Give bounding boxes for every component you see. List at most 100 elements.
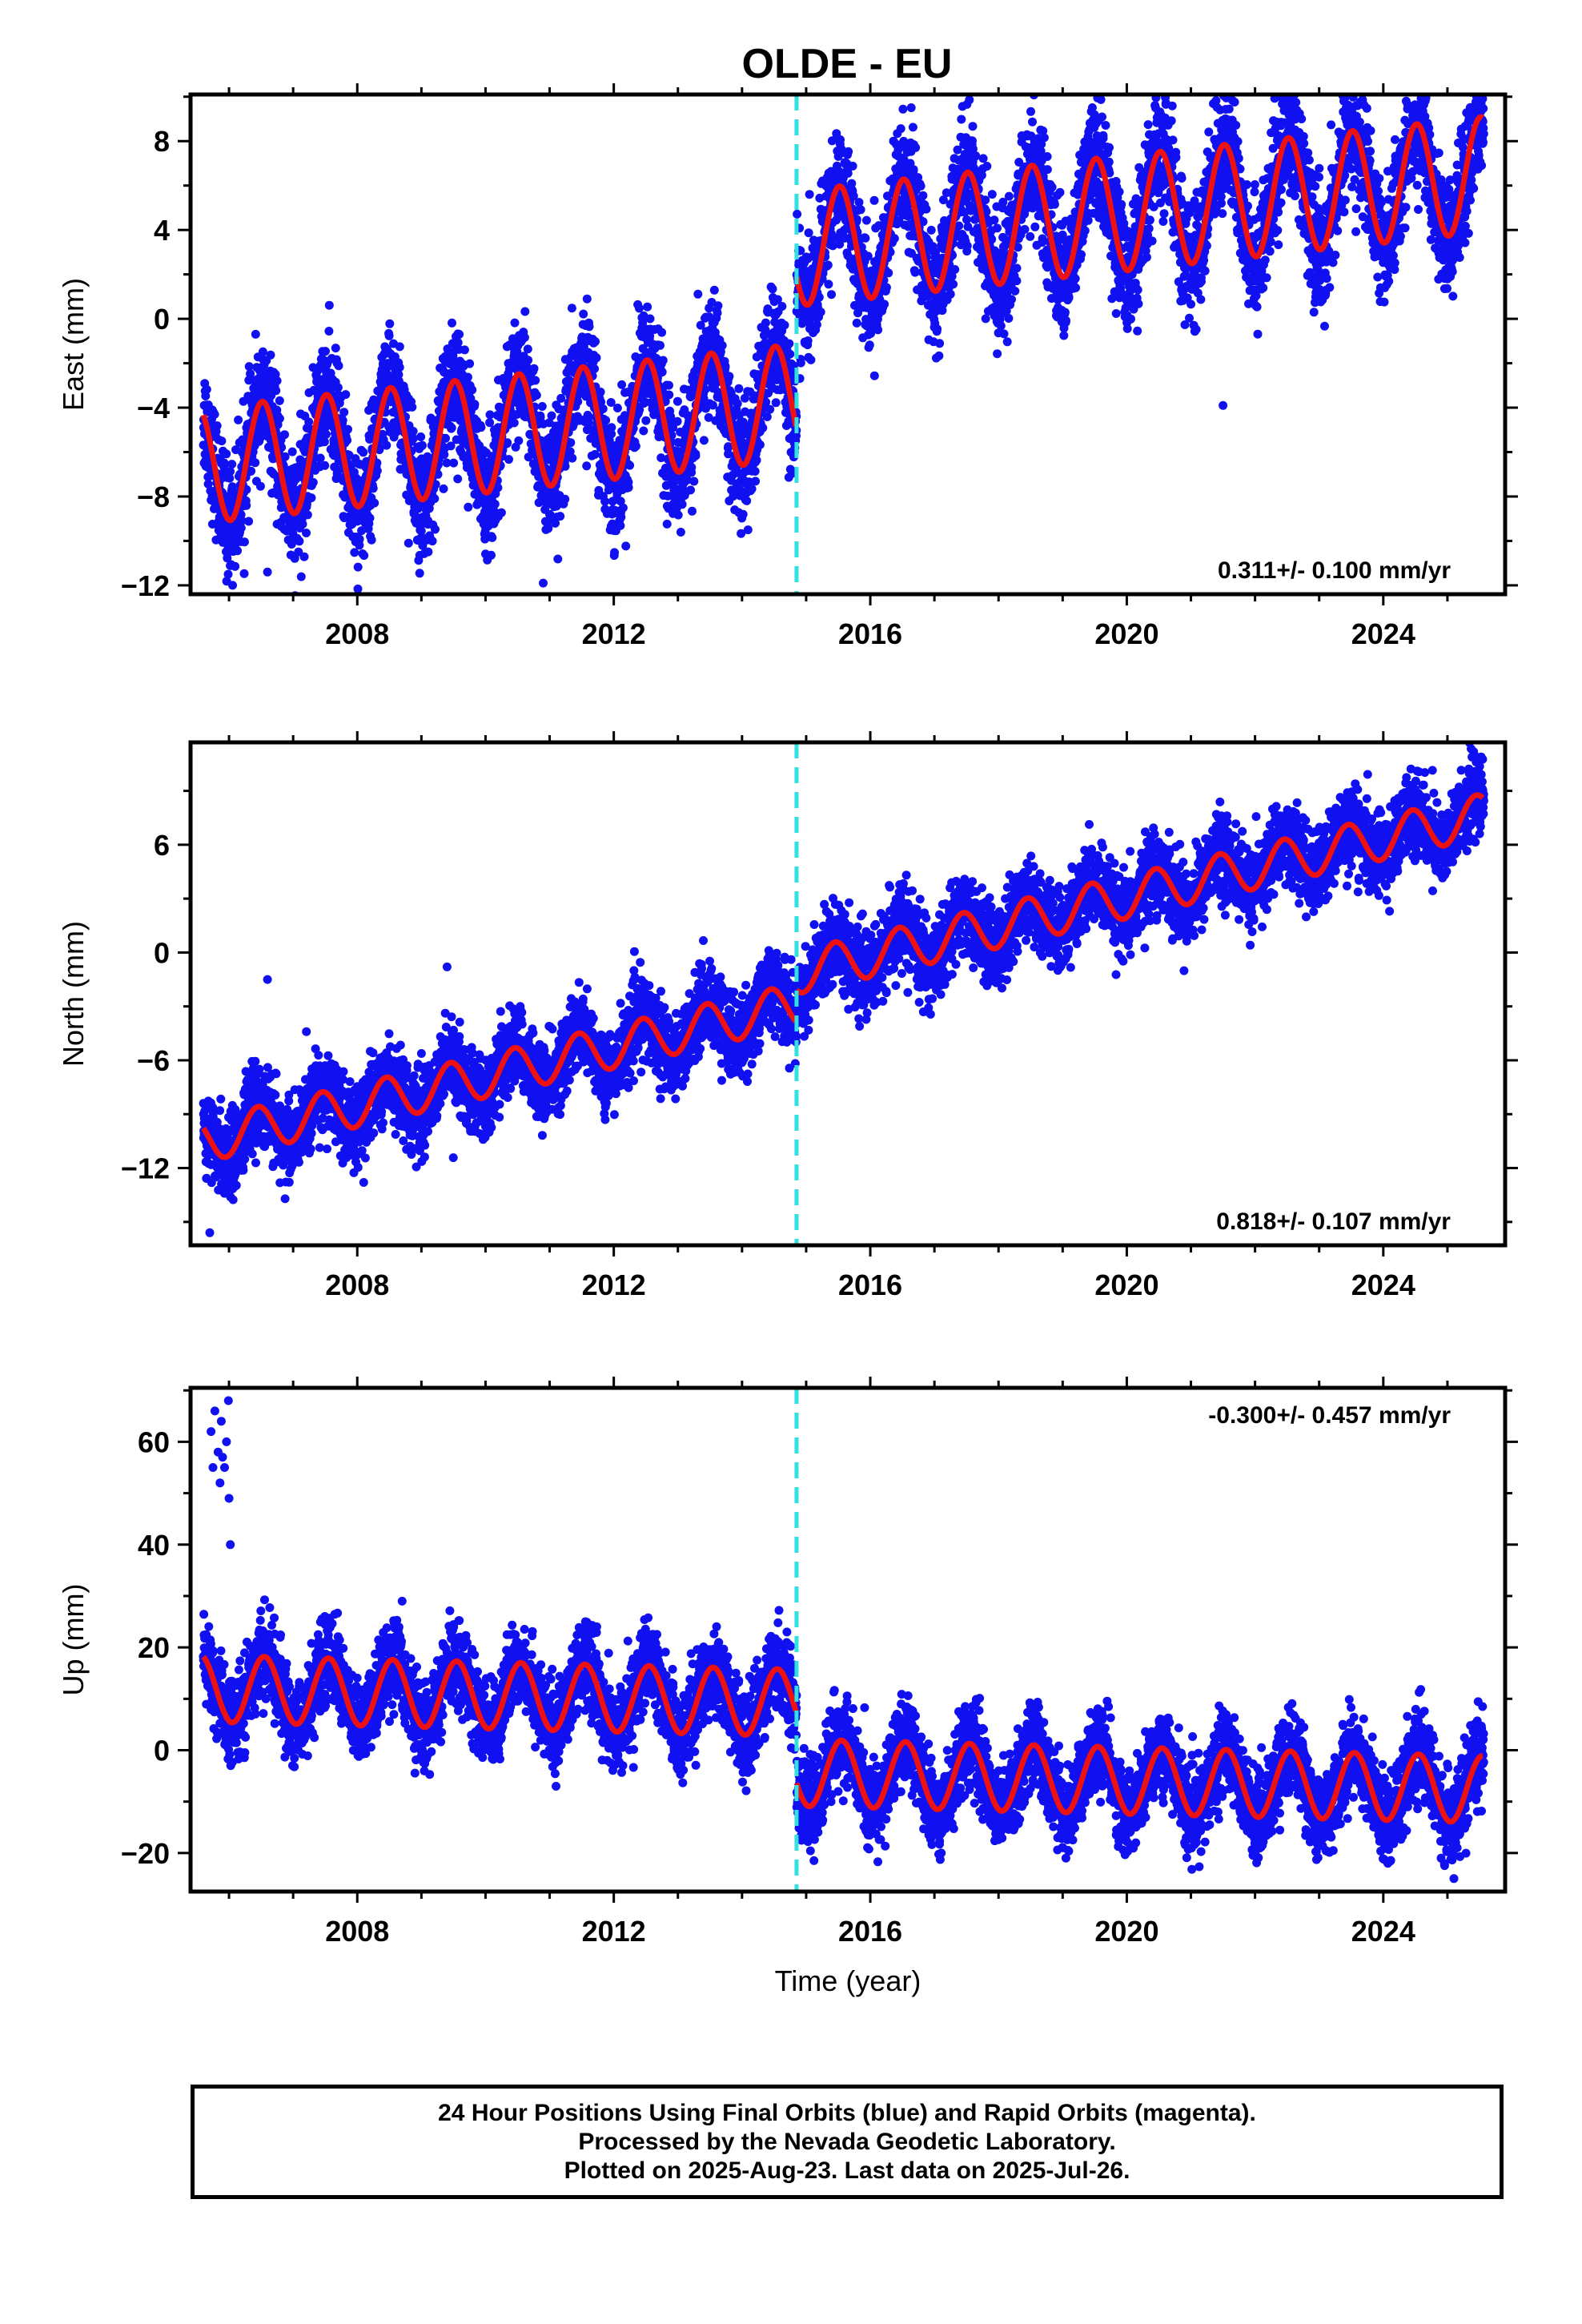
data-point xyxy=(553,554,563,564)
data-point xyxy=(247,466,256,476)
data-point xyxy=(596,388,605,396)
data-point xyxy=(968,122,978,131)
data-point xyxy=(441,433,450,443)
data-point xyxy=(353,584,363,593)
data-point xyxy=(394,370,404,380)
data-point xyxy=(453,338,463,348)
data-point xyxy=(771,398,781,408)
data-point xyxy=(765,404,775,414)
data-point xyxy=(747,485,757,493)
data-point xyxy=(372,466,382,476)
data-point xyxy=(686,485,695,495)
data-point xyxy=(304,417,314,427)
data-point xyxy=(1002,337,1012,347)
data-point xyxy=(911,143,921,152)
data-point xyxy=(962,241,972,251)
data-point xyxy=(234,415,243,424)
data-point xyxy=(408,427,418,436)
data-point xyxy=(816,308,825,317)
data-point xyxy=(242,501,251,510)
data-point xyxy=(755,440,765,449)
data-point xyxy=(556,512,565,521)
data-point xyxy=(343,424,352,434)
data-point xyxy=(777,302,787,311)
data-point xyxy=(687,463,697,472)
data-point xyxy=(673,510,683,520)
data-point xyxy=(869,371,879,380)
data-point xyxy=(933,324,942,334)
data-point xyxy=(448,318,456,328)
data-point xyxy=(272,376,282,385)
data-point xyxy=(464,502,473,512)
data-point xyxy=(1047,183,1057,192)
data-point xyxy=(271,386,281,396)
data-point xyxy=(547,411,556,420)
data-point xyxy=(982,162,992,171)
data-point xyxy=(1028,117,1037,127)
data-point xyxy=(487,550,496,560)
data-point xyxy=(934,351,944,360)
data-point xyxy=(785,349,795,359)
data-point xyxy=(416,432,426,441)
data-point xyxy=(768,284,777,294)
data-point xyxy=(468,385,477,395)
data-point xyxy=(1062,316,1070,325)
data-point xyxy=(949,279,958,289)
data-point xyxy=(514,436,524,445)
data-point xyxy=(524,356,533,365)
data-point xyxy=(677,500,687,509)
data-point xyxy=(396,464,405,474)
data-point xyxy=(665,380,673,390)
data-point xyxy=(752,456,761,465)
data-point xyxy=(861,233,870,243)
data-point xyxy=(529,364,539,373)
data-point xyxy=(1026,107,1035,116)
data-point xyxy=(793,209,802,219)
data-point xyxy=(532,391,541,400)
data-point xyxy=(758,423,768,432)
data-point xyxy=(926,225,936,235)
data-point xyxy=(392,427,402,436)
data-point xyxy=(222,449,231,459)
data-point xyxy=(510,318,520,328)
data-point xyxy=(453,474,463,484)
data-point xyxy=(1070,274,1080,283)
data-point xyxy=(449,458,459,468)
data-point xyxy=(460,345,469,355)
data-point xyxy=(824,279,833,289)
data-point xyxy=(734,384,744,393)
data-point xyxy=(1004,191,1014,201)
data-point xyxy=(950,265,960,274)
data-point xyxy=(233,546,242,556)
data-point xyxy=(607,423,616,432)
data-point xyxy=(968,136,977,146)
data-point xyxy=(884,268,893,278)
data-point xyxy=(226,467,235,476)
data-point xyxy=(275,396,284,405)
data-point xyxy=(616,521,625,530)
data-point xyxy=(971,151,981,160)
data-point xyxy=(244,362,254,372)
data-point xyxy=(359,551,369,561)
data-point xyxy=(639,426,648,436)
data-point xyxy=(463,372,472,382)
data-point xyxy=(662,519,672,529)
data-point xyxy=(946,289,955,299)
data-point xyxy=(504,455,513,464)
data-point xyxy=(202,384,211,394)
data-point xyxy=(676,528,685,537)
data-point xyxy=(881,283,891,292)
data-point xyxy=(643,302,652,312)
data-point xyxy=(334,456,343,466)
data-point xyxy=(750,467,760,476)
data-point xyxy=(455,330,464,339)
data-point xyxy=(227,460,237,469)
data-point xyxy=(568,453,577,463)
data-point xyxy=(582,294,592,304)
data-point xyxy=(223,553,232,563)
data-point xyxy=(290,553,299,563)
data-point xyxy=(658,356,668,365)
data-point xyxy=(258,347,267,356)
data-point xyxy=(395,363,404,372)
